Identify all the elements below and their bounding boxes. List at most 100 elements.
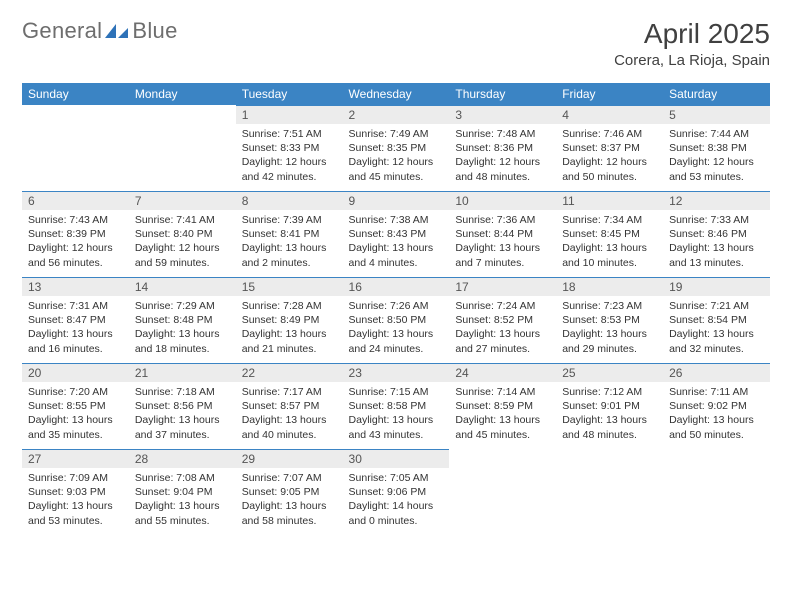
weekday-header: Wednesday <box>343 83 450 105</box>
calendar-cell: 24Sunrise: 7:14 AMSunset: 8:59 PMDayligh… <box>449 363 556 449</box>
day-number: 2 <box>343 106 450 124</box>
calendar-cell: 11Sunrise: 7:34 AMSunset: 8:45 PMDayligh… <box>556 191 663 277</box>
calendar-cell: 4Sunrise: 7:46 AMSunset: 8:37 PMDaylight… <box>556 105 663 191</box>
day-details: Sunrise: 7:17 AMSunset: 8:57 PMDaylight:… <box>236 382 343 446</box>
day-number: 14 <box>129 278 236 296</box>
calendar-cell: 27Sunrise: 7:09 AMSunset: 9:03 PMDayligh… <box>22 449 129 535</box>
calendar-cell: 15Sunrise: 7:28 AMSunset: 8:49 PMDayligh… <box>236 277 343 363</box>
weekday-header: Thursday <box>449 83 556 105</box>
calendar-row: 27Sunrise: 7:09 AMSunset: 9:03 PMDayligh… <box>22 449 770 535</box>
calendar-cell <box>449 449 556 535</box>
day-details: Sunrise: 7:33 AMSunset: 8:46 PMDaylight:… <box>663 210 770 274</box>
day-details: Sunrise: 7:51 AMSunset: 8:33 PMDaylight:… <box>236 124 343 188</box>
brand-logo: General Blue <box>22 18 178 44</box>
day-details: Sunrise: 7:31 AMSunset: 8:47 PMDaylight:… <box>22 296 129 360</box>
day-number: 18 <box>556 278 663 296</box>
day-number: 5 <box>663 106 770 124</box>
calendar-cell <box>22 105 129 191</box>
calendar-cell: 1Sunrise: 7:51 AMSunset: 8:33 PMDaylight… <box>236 105 343 191</box>
day-number: 9 <box>343 192 450 210</box>
day-number: 25 <box>556 364 663 382</box>
day-details: Sunrise: 7:26 AMSunset: 8:50 PMDaylight:… <box>343 296 450 360</box>
day-details: Sunrise: 7:05 AMSunset: 9:06 PMDaylight:… <box>343 468 450 532</box>
calendar-cell: 2Sunrise: 7:49 AMSunset: 8:35 PMDaylight… <box>343 105 450 191</box>
calendar-cell: 18Sunrise: 7:23 AMSunset: 8:53 PMDayligh… <box>556 277 663 363</box>
calendar-cell: 10Sunrise: 7:36 AMSunset: 8:44 PMDayligh… <box>449 191 556 277</box>
day-number: 24 <box>449 364 556 382</box>
calendar-cell: 17Sunrise: 7:24 AMSunset: 8:52 PMDayligh… <box>449 277 556 363</box>
day-details: Sunrise: 7:23 AMSunset: 8:53 PMDaylight:… <box>556 296 663 360</box>
day-number: 3 <box>449 106 556 124</box>
brand-text-1: General <box>22 18 102 44</box>
day-number: 20 <box>22 364 129 382</box>
day-details: Sunrise: 7:44 AMSunset: 8:38 PMDaylight:… <box>663 124 770 188</box>
calendar-cell <box>556 449 663 535</box>
day-number: 22 <box>236 364 343 382</box>
calendar-cell: 6Sunrise: 7:43 AMSunset: 8:39 PMDaylight… <box>22 191 129 277</box>
day-details: Sunrise: 7:46 AMSunset: 8:37 PMDaylight:… <box>556 124 663 188</box>
day-details: Sunrise: 7:09 AMSunset: 9:03 PMDaylight:… <box>22 468 129 532</box>
weekday-header: Sunday <box>22 83 129 105</box>
day-number: 11 <box>556 192 663 210</box>
calendar-cell: 29Sunrise: 7:07 AMSunset: 9:05 PMDayligh… <box>236 449 343 535</box>
day-number: 27 <box>22 450 129 468</box>
calendar-body: 1Sunrise: 7:51 AMSunset: 8:33 PMDaylight… <box>22 105 770 535</box>
day-details: Sunrise: 7:07 AMSunset: 9:05 PMDaylight:… <box>236 468 343 532</box>
calendar-cell: 14Sunrise: 7:29 AMSunset: 8:48 PMDayligh… <box>129 277 236 363</box>
day-details: Sunrise: 7:49 AMSunset: 8:35 PMDaylight:… <box>343 124 450 188</box>
day-number: 19 <box>663 278 770 296</box>
weekday-header: Saturday <box>663 83 770 105</box>
calendar-row: 20Sunrise: 7:20 AMSunset: 8:55 PMDayligh… <box>22 363 770 449</box>
calendar-row: 1Sunrise: 7:51 AMSunset: 8:33 PMDaylight… <box>22 105 770 191</box>
page-title: April 2025 <box>614 18 770 50</box>
day-number: 12 <box>663 192 770 210</box>
header: General Blue April 2025 Corera, La Rioja… <box>22 18 770 69</box>
day-number: 4 <box>556 106 663 124</box>
calendar-cell: 5Sunrise: 7:44 AMSunset: 8:38 PMDaylight… <box>663 105 770 191</box>
weekday-header: Friday <box>556 83 663 105</box>
day-number: 8 <box>236 192 343 210</box>
day-number: 26 <box>663 364 770 382</box>
calendar-cell: 25Sunrise: 7:12 AMSunset: 9:01 PMDayligh… <box>556 363 663 449</box>
day-details: Sunrise: 7:34 AMSunset: 8:45 PMDaylight:… <box>556 210 663 274</box>
calendar-cell: 8Sunrise: 7:39 AMSunset: 8:41 PMDaylight… <box>236 191 343 277</box>
day-number: 1 <box>236 106 343 124</box>
title-block: April 2025 Corera, La Rioja, Spain <box>614 18 770 69</box>
calendar-row: 6Sunrise: 7:43 AMSunset: 8:39 PMDaylight… <box>22 191 770 277</box>
calendar-cell: 16Sunrise: 7:26 AMSunset: 8:50 PMDayligh… <box>343 277 450 363</box>
day-details: Sunrise: 7:12 AMSunset: 9:01 PMDaylight:… <box>556 382 663 446</box>
calendar-cell: 26Sunrise: 7:11 AMSunset: 9:02 PMDayligh… <box>663 363 770 449</box>
calendar-cell: 22Sunrise: 7:17 AMSunset: 8:57 PMDayligh… <box>236 363 343 449</box>
calendar-cell: 13Sunrise: 7:31 AMSunset: 8:47 PMDayligh… <box>22 277 129 363</box>
day-details: Sunrise: 7:43 AMSunset: 8:39 PMDaylight:… <box>22 210 129 274</box>
calendar-cell: 19Sunrise: 7:21 AMSunset: 8:54 PMDayligh… <box>663 277 770 363</box>
brand-text-2: Blue <box>132 18 177 44</box>
day-number: 7 <box>129 192 236 210</box>
day-details: Sunrise: 7:38 AMSunset: 8:43 PMDaylight:… <box>343 210 450 274</box>
day-number: 21 <box>129 364 236 382</box>
day-number: 15 <box>236 278 343 296</box>
calendar-cell: 9Sunrise: 7:38 AMSunset: 8:43 PMDaylight… <box>343 191 450 277</box>
day-details: Sunrise: 7:11 AMSunset: 9:02 PMDaylight:… <box>663 382 770 446</box>
day-details: Sunrise: 7:20 AMSunset: 8:55 PMDaylight:… <box>22 382 129 446</box>
calendar-cell <box>663 449 770 535</box>
day-number: 23 <box>343 364 450 382</box>
sail-icon <box>104 22 130 40</box>
calendar-cell <box>129 105 236 191</box>
weekday-header: Tuesday <box>236 83 343 105</box>
day-details: Sunrise: 7:21 AMSunset: 8:54 PMDaylight:… <box>663 296 770 360</box>
weekday-header: Monday <box>129 83 236 105</box>
calendar-row: 13Sunrise: 7:31 AMSunset: 8:47 PMDayligh… <box>22 277 770 363</box>
day-details: Sunrise: 7:39 AMSunset: 8:41 PMDaylight:… <box>236 210 343 274</box>
day-details: Sunrise: 7:28 AMSunset: 8:49 PMDaylight:… <box>236 296 343 360</box>
day-number: 13 <box>22 278 129 296</box>
calendar-cell: 28Sunrise: 7:08 AMSunset: 9:04 PMDayligh… <box>129 449 236 535</box>
day-details: Sunrise: 7:41 AMSunset: 8:40 PMDaylight:… <box>129 210 236 274</box>
calendar-table: SundayMondayTuesdayWednesdayThursdayFrid… <box>22 83 770 535</box>
day-number: 28 <box>129 450 236 468</box>
day-details: Sunrise: 7:08 AMSunset: 9:04 PMDaylight:… <box>129 468 236 532</box>
calendar-cell: 3Sunrise: 7:48 AMSunset: 8:36 PMDaylight… <box>449 105 556 191</box>
calendar-cell: 23Sunrise: 7:15 AMSunset: 8:58 PMDayligh… <box>343 363 450 449</box>
calendar-cell: 21Sunrise: 7:18 AMSunset: 8:56 PMDayligh… <box>129 363 236 449</box>
weekday-header-row: SundayMondayTuesdayWednesdayThursdayFrid… <box>22 83 770 105</box>
